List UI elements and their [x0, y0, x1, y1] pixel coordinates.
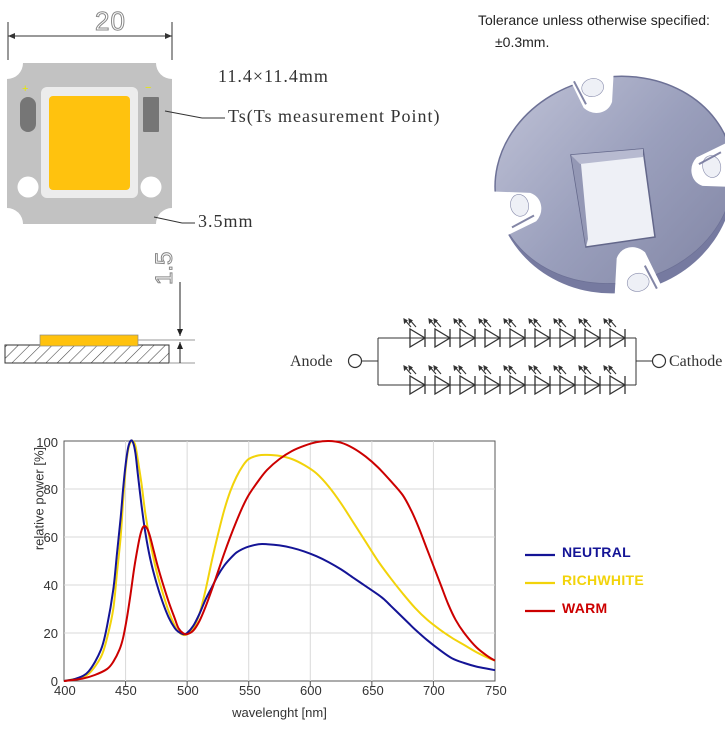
- svg-text:20: 20: [95, 6, 126, 36]
- svg-text:−: −: [145, 82, 151, 94]
- svg-text:Cathode: Cathode: [669, 353, 722, 370]
- svg-text:1.5: 1.5: [151, 252, 178, 285]
- svg-text:Anode: Anode: [290, 353, 333, 370]
- svg-text:+: +: [22, 83, 28, 95]
